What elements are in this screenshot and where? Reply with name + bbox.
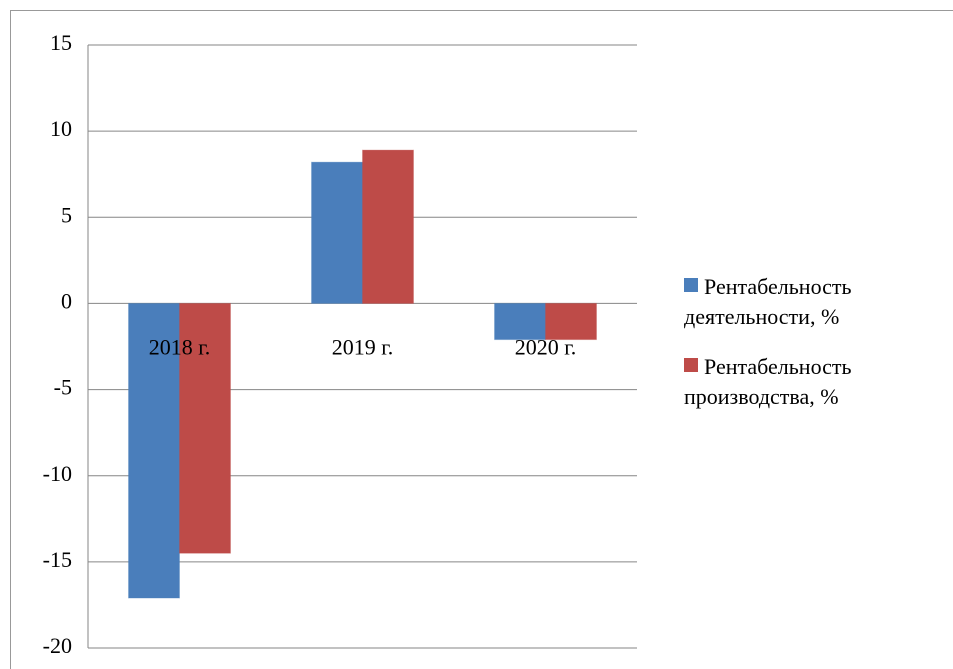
y-tick-label: -5 — [54, 375, 72, 400]
x-tick-label: 2019 г. — [332, 334, 394, 359]
y-tick-label: 0 — [61, 288, 72, 313]
chart-frame — [10, 10, 953, 669]
legend-swatch — [684, 278, 698, 292]
bar — [128, 302, 180, 599]
legend-entry: Рентабельность деятельности, % — [684, 272, 944, 332]
y-tick-label: 15 — [50, 30, 72, 55]
y-tick-label: -15 — [43, 547, 72, 572]
x-tick-label: 2020 г. — [515, 334, 577, 359]
y-tick-label: -10 — [43, 461, 72, 486]
bar — [311, 161, 363, 304]
legend-swatch — [684, 358, 698, 372]
y-tick-label: 5 — [61, 202, 72, 227]
x-tick-label: 2018 г. — [149, 334, 211, 359]
legend-entry: Рентабельность производства, % — [684, 352, 944, 412]
y-tick-label: -20 — [43, 633, 72, 658]
bar — [179, 302, 231, 554]
y-tick-label: 10 — [50, 116, 72, 141]
legend-label: Рентабельность деятельности, % — [684, 274, 852, 329]
bar — [545, 302, 597, 341]
legend-label: Рентабельность производства, % — [684, 354, 852, 409]
bar — [362, 149, 414, 304]
